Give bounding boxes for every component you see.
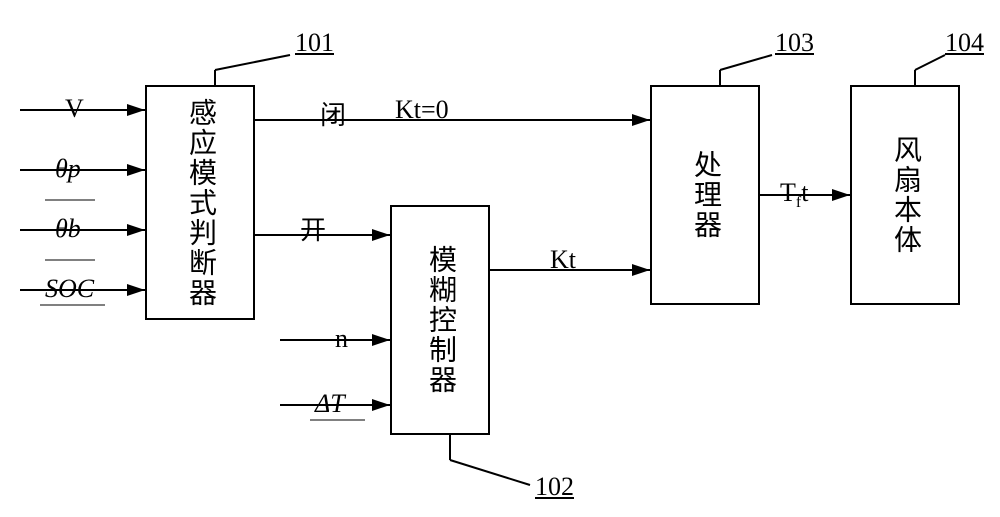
edge-tft-label: Tft xyxy=(780,178,808,212)
block-102-text: 模糊控制器 xyxy=(420,245,460,395)
callout-104-label: 104 xyxy=(945,28,984,58)
block-103-text: 处理器 xyxy=(685,150,725,240)
callout-103-label: 103 xyxy=(775,28,814,58)
input-delta-t-label: ΔT xyxy=(315,389,345,419)
edge-closed-label: 闭 xyxy=(320,95,346,132)
edge-closed-annotation: Kt=0 xyxy=(395,95,449,125)
input-theta-b-label: θb xyxy=(55,214,81,244)
block-101: 感应模式判断器 xyxy=(145,85,255,320)
edge-kt-label: Kt xyxy=(550,245,576,275)
input-v-label: V xyxy=(65,94,84,124)
callout-102-label: 102 xyxy=(535,472,574,502)
callout-101-label: 101 xyxy=(295,28,334,58)
block-103: 处理器 xyxy=(650,85,760,305)
block-104-text: 风扇本体 xyxy=(885,135,925,255)
input-theta-p-label: θp xyxy=(55,154,81,184)
input-n-label: n xyxy=(335,324,348,354)
block-104: 风扇本体 xyxy=(850,85,960,305)
block-102: 模糊控制器 xyxy=(390,205,490,435)
block-101-text: 感应模式判断器 xyxy=(180,98,220,308)
edge-open-label: 开 xyxy=(300,210,326,247)
input-soc-label: SOC xyxy=(45,274,94,304)
